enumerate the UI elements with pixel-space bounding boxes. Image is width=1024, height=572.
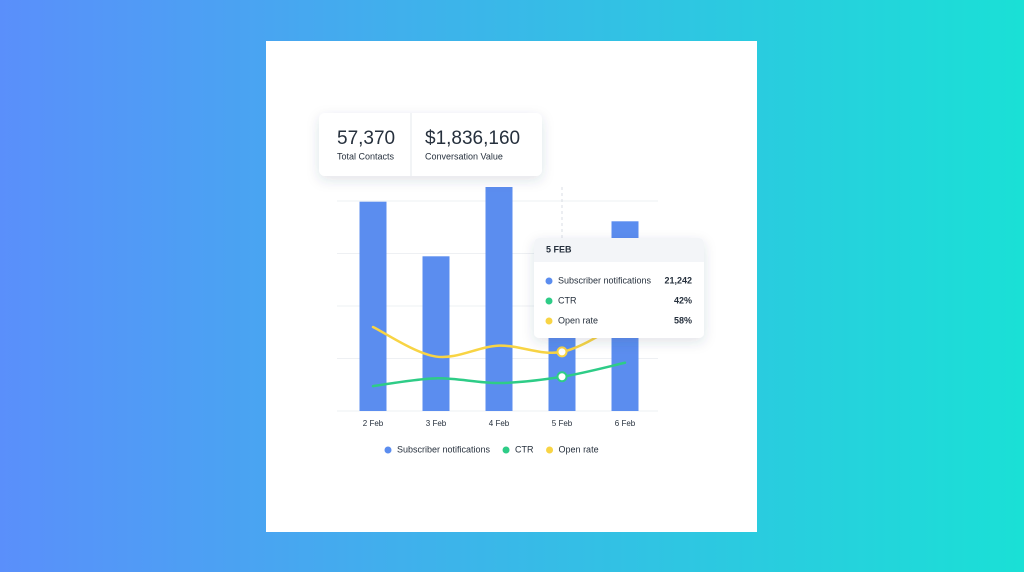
tooltip-header — [534, 238, 704, 262]
legend-dot — [502, 446, 510, 454]
stats-card — [319, 113, 542, 176]
stats-card-bg — [319, 113, 542, 176]
tooltip-value: 42% — [674, 295, 692, 305]
line — [371, 361, 627, 388]
tooltip-dot — [545, 317, 553, 325]
stat-value: 57,370 — [337, 128, 395, 149]
tooltip — [534, 238, 704, 338]
legend-label: CTR — [515, 444, 534, 454]
point-marker — [556, 371, 568, 383]
bar — [485, 187, 513, 411]
tooltip-bg — [534, 238, 704, 338]
legend: Subscriber notifications CTR Open rate — [384, 444, 599, 454]
line — [371, 319, 627, 359]
tooltip-value: 21,242 — [664, 275, 692, 285]
legend-dot — [384, 446, 392, 454]
tooltip-title: 5 FEB — [546, 244, 572, 254]
tooltip-rows: Subscriber notifications 21,242 CTR 42% Open… — [545, 275, 692, 325]
bar — [359, 201, 387, 411]
tooltip-name: Subscriber notifications — [558, 275, 652, 285]
legend-label: Subscriber notifications — [397, 444, 491, 454]
tooltip-value: 58% — [674, 315, 692, 325]
stat-value: $1,836,160 — [425, 128, 520, 149]
tooltip-name: CTR — [558, 295, 577, 305]
tooltip-name: Open rate — [558, 315, 598, 325]
tooltip-dot — [545, 277, 553, 285]
x-tick-label: 4 Feb — [489, 419, 510, 428]
x-tick-label: 6 Feb — [615, 419, 636, 428]
bar — [422, 256, 450, 411]
stat-label: Total Contacts — [337, 151, 395, 161]
point-marker — [556, 346, 568, 358]
stat-label: Conversation Value — [425, 151, 503, 161]
x-tick-label: 3 Feb — [426, 419, 447, 428]
x-tick-label: 2 Feb — [363, 419, 384, 428]
legend-label: Open rate — [559, 444, 599, 454]
legend-dot — [546, 446, 554, 454]
tooltip-dot — [545, 297, 553, 305]
x-tick-label: 5 Feb — [552, 419, 573, 428]
